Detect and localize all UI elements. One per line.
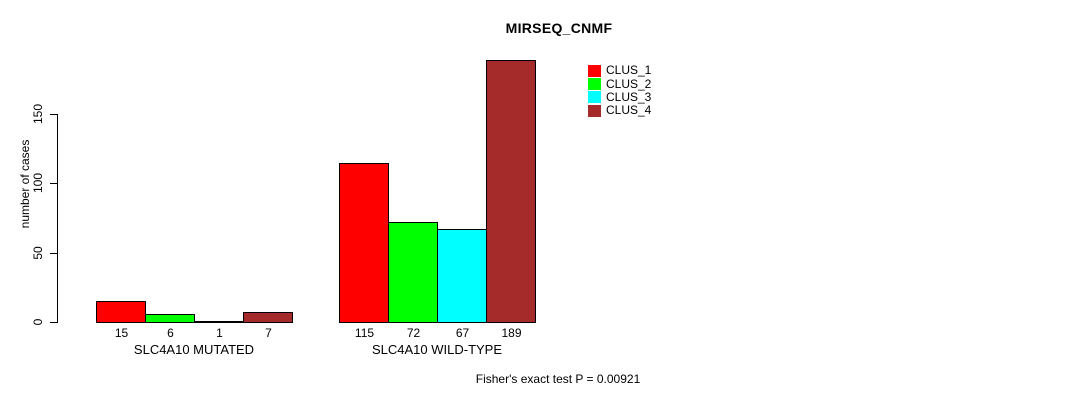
bar-value-label: 189 bbox=[501, 326, 522, 340]
bar-value-label: 67 bbox=[455, 326, 470, 340]
legend-item: CLUS_1 bbox=[588, 64, 651, 77]
y-tick-mark bbox=[50, 252, 57, 254]
y-axis-line bbox=[57, 114, 58, 323]
chart-title: MIRSEQ_CNMF bbox=[505, 20, 613, 36]
bar-clus_4 bbox=[243, 312, 293, 323]
bar-value-label: 15 bbox=[114, 326, 129, 340]
legend-color-swatch bbox=[588, 78, 601, 91]
bar-clus_1 bbox=[339, 163, 389, 323]
bar-clus_2 bbox=[388, 222, 438, 323]
category-label: SLC4A10 MUTATED bbox=[133, 342, 255, 357]
legend-color-swatch bbox=[588, 91, 601, 104]
bar-value-label: 1 bbox=[216, 326, 223, 340]
y-tick-mark bbox=[50, 322, 57, 323]
y-tick-label: 50 bbox=[31, 245, 45, 260]
y-axis-label: number of cases bbox=[18, 139, 32, 229]
y-tick-label: 150 bbox=[31, 103, 45, 125]
legend-label: CLUS_1 bbox=[606, 63, 652, 78]
bar-value-label: 72 bbox=[406, 326, 421, 340]
bar-value-label: 115 bbox=[354, 326, 375, 340]
legend-label: CLUS_3 bbox=[606, 89, 652, 104]
bar-clus_3 bbox=[437, 229, 487, 323]
legend-label: CLUS_4 bbox=[606, 103, 652, 118]
bar-clus_3 bbox=[194, 321, 244, 323]
legend-color-swatch bbox=[588, 104, 601, 117]
y-tick-label: 100 bbox=[31, 173, 45, 194]
bar-clus_2 bbox=[145, 314, 195, 323]
fisher-test-annotation: Fisher's exact test P = 0.00921 bbox=[475, 372, 641, 386]
bar-value-label: 6 bbox=[167, 326, 174, 340]
legend-item: CLUS_2 bbox=[588, 76, 652, 91]
y-tick-label: 0 bbox=[31, 318, 45, 326]
legend: CLUS_1 CLUS_2 CLUS_3 CLUS_4 bbox=[588, 64, 651, 118]
bar-value-label: 7 bbox=[265, 326, 272, 340]
bar-clus_1 bbox=[96, 301, 146, 323]
legend-item: CLUS_3 bbox=[588, 89, 652, 104]
legend-label: CLUS_2 bbox=[606, 76, 652, 91]
legend-item: CLUS_4 bbox=[588, 104, 651, 117]
y-tick-mark bbox=[50, 114, 57, 115]
bar-clus_4 bbox=[486, 60, 536, 323]
category-label: SLC4A10 WILD-TYPE bbox=[371, 342, 503, 357]
legend-color-swatch bbox=[588, 64, 601, 77]
y-tick-mark bbox=[50, 183, 57, 185]
